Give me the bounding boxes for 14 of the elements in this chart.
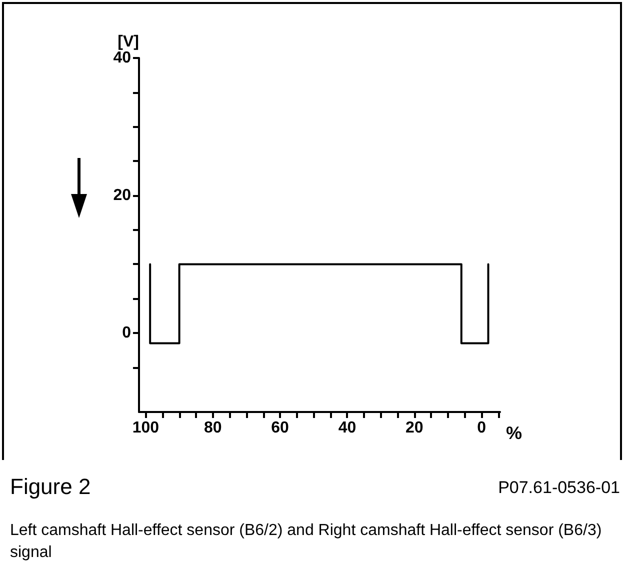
x-tick-label: 100: [132, 420, 160, 436]
x-tick-label: 40: [338, 420, 356, 436]
text: Left camshaft Hall-effect sensor (B6/2) and Right camshaft Hall-effect sensor (B6/3) signal: [10, 521, 603, 563]
y-tick-label: 40: [113, 50, 132, 66]
x-tick-label: 20: [405, 420, 424, 436]
y-axis-title: [V]: [118, 34, 139, 51]
x-tick-label: 60: [271, 420, 290, 436]
caption: Figure 2: [10, 474, 91, 500]
y-tick-label: 0: [122, 324, 132, 342]
x-tick-label: 80: [204, 420, 222, 436]
x-axis-title: %: [506, 423, 522, 443]
x-tick-label: 0: [477, 420, 486, 436]
text: P07.61-0536-01: [498, 478, 620, 498]
y-tick-label: 20: [113, 186, 132, 204]
